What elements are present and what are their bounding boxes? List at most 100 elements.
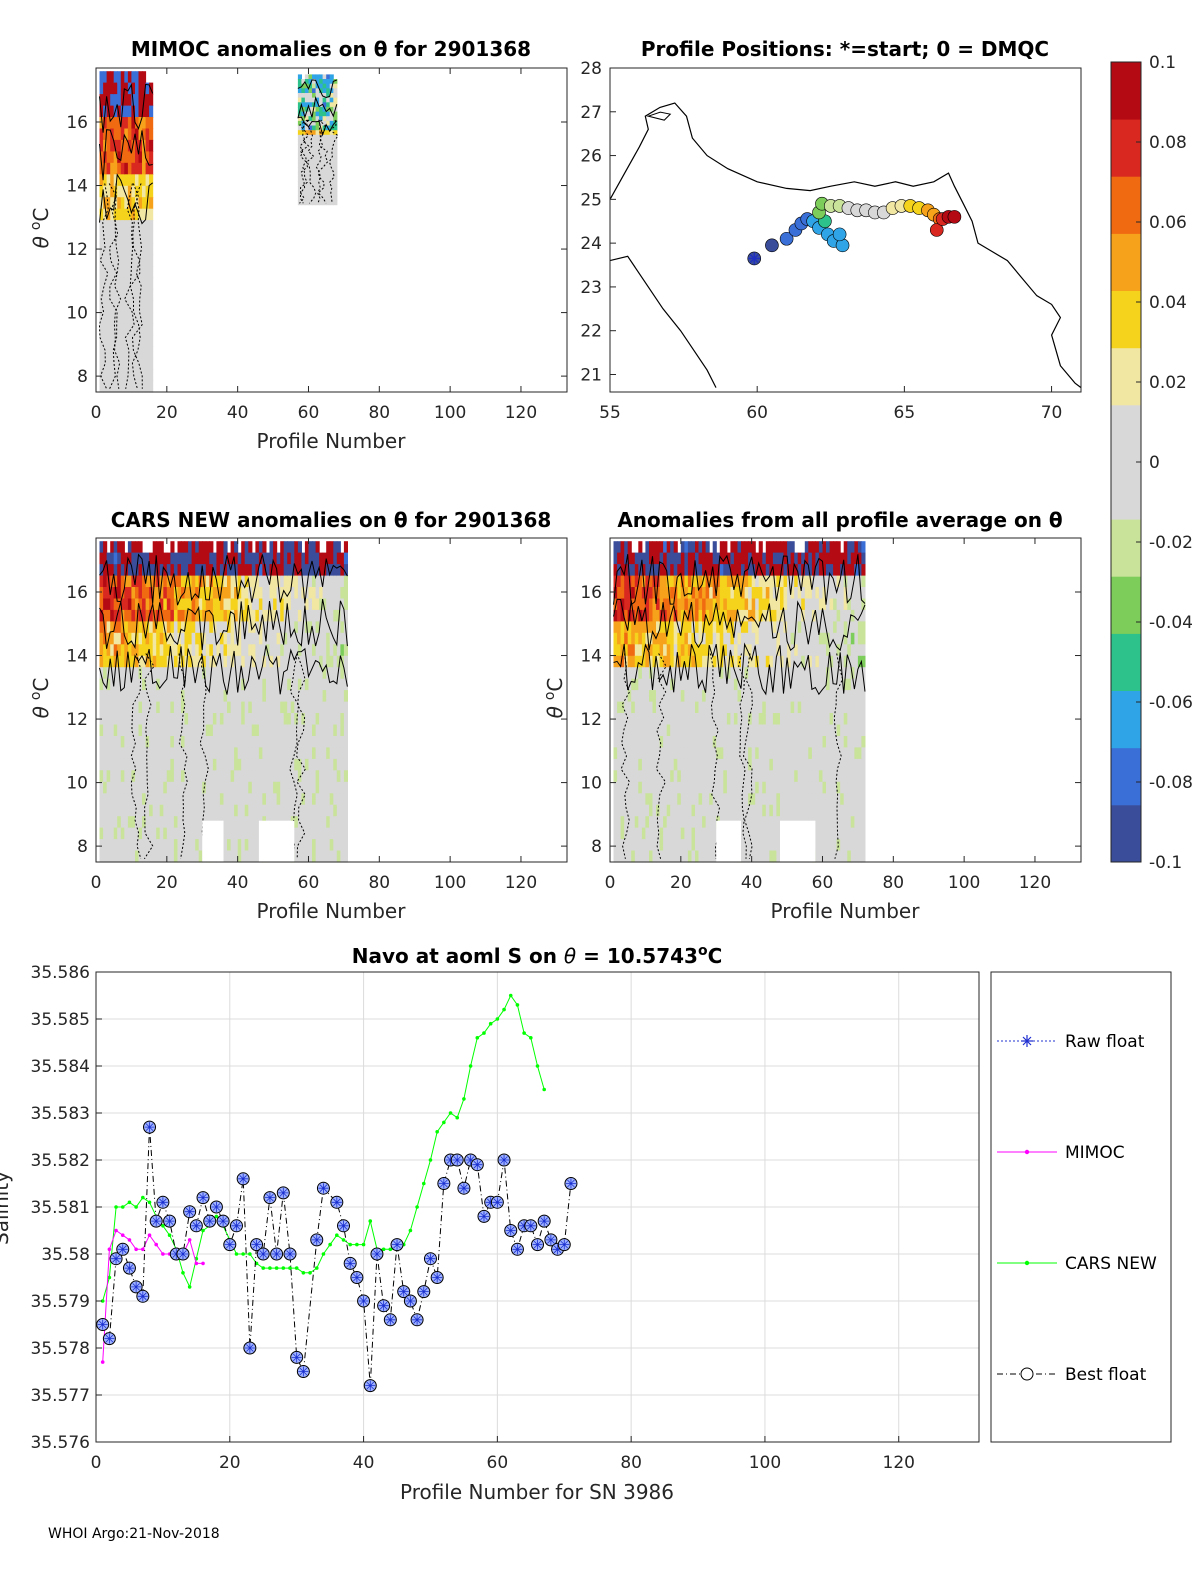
mimoc-cell <box>113 254 118 267</box>
mimoc-cell <box>329 181 334 187</box>
allavg-cell <box>733 724 738 737</box>
allavg-cell <box>712 690 717 703</box>
mimoc-cell <box>103 162 108 175</box>
allavg-cell <box>634 713 639 726</box>
cars-cell <box>227 713 232 726</box>
cars-cell <box>138 621 143 634</box>
cars-cell <box>283 667 288 680</box>
allavg-cell <box>645 839 650 852</box>
mimoc-cell <box>138 334 143 347</box>
allavg-cell <box>666 850 671 863</box>
cars-cell <box>255 621 260 634</box>
cars-cell <box>234 701 239 714</box>
mimoc-cell <box>329 116 334 122</box>
allavg-cell <box>797 598 802 611</box>
cars-cell <box>131 632 136 645</box>
allavg-cell <box>673 701 678 714</box>
allavg-cell <box>638 816 643 829</box>
allavg-cell <box>843 724 848 737</box>
mimoc-cell <box>110 346 115 359</box>
allavg-cell <box>772 678 777 691</box>
mimoc-xtick-label: 40 <box>227 403 249 423</box>
cars-cell <box>99 804 104 817</box>
cars-cell <box>290 609 295 622</box>
mimoc-cell <box>326 74 331 80</box>
allavg-cell <box>712 632 717 645</box>
allavg-cell <box>847 827 852 840</box>
allavg-cell <box>666 690 671 703</box>
mimoc-cell <box>113 346 118 359</box>
mimoc-cell <box>106 94 111 107</box>
mimoc-contour-line <box>99 83 154 133</box>
mimoc-cell <box>326 93 331 99</box>
allavg-cell <box>790 632 795 645</box>
mimoc-cell <box>326 158 331 164</box>
series-point-cars-new <box>274 1266 279 1270</box>
allavg-cell <box>680 541 685 554</box>
allavg-cell <box>811 552 816 565</box>
cars-cell <box>170 827 175 840</box>
allavg-cell <box>755 793 760 806</box>
mimoc-cell <box>117 94 122 107</box>
allavg-cell <box>638 541 643 554</box>
cars-cell <box>230 758 235 771</box>
cars-cell <box>230 632 235 645</box>
cars-cell <box>269 804 274 817</box>
cars-cell <box>177 632 182 645</box>
allavg-cell <box>769 827 774 840</box>
cars-cell <box>205 793 210 806</box>
mimoc-cell <box>110 323 115 336</box>
cars-cell <box>124 770 129 783</box>
cars-cell <box>234 552 239 565</box>
cars-cell <box>304 839 309 852</box>
cars-cell <box>103 770 108 783</box>
allavg-cell <box>709 827 714 840</box>
cars-cell <box>308 552 313 565</box>
cars-cell <box>343 713 348 726</box>
cars-cell <box>198 667 203 680</box>
cars-cell <box>163 816 168 829</box>
allavg-xlabel: Profile Number <box>771 899 921 923</box>
mimoc-cell <box>326 162 331 168</box>
cars-cell <box>127 575 132 588</box>
allavg-cell <box>840 758 845 771</box>
cars-cell <box>262 781 267 794</box>
mimoc-cell <box>120 323 125 336</box>
cars-cell <box>127 632 132 645</box>
allavg-cell <box>847 839 852 852</box>
allavg-cell <box>811 770 816 783</box>
colorbar-segment <box>1111 119 1141 177</box>
mimoc-cell <box>149 105 154 118</box>
allavg-cell <box>663 667 668 680</box>
cars-cell <box>326 713 331 726</box>
allavg-cell <box>811 587 816 600</box>
cars-cell <box>205 690 210 703</box>
cars-cell <box>340 564 345 577</box>
allavg-cell <box>857 587 862 600</box>
cars-cell <box>117 587 122 600</box>
allavg-cell <box>659 690 664 703</box>
cars-cell <box>219 736 224 749</box>
start-star-marker <box>748 252 761 265</box>
allavg-cell <box>776 667 781 680</box>
cars-cell <box>251 564 256 577</box>
allavg-cell <box>617 655 622 668</box>
mimoc-cell <box>124 266 129 279</box>
cars-cell <box>120 758 125 771</box>
allavg-cell <box>656 644 661 657</box>
allavg-cell <box>815 713 820 726</box>
cars-cell <box>326 758 331 771</box>
cars-cell <box>106 736 111 749</box>
mimoc-cell <box>333 195 338 201</box>
allavg-cell <box>843 541 848 554</box>
allavg-cell <box>677 678 682 691</box>
allavg-cell <box>673 690 678 703</box>
allavg-cell <box>822 816 827 829</box>
cars-cell <box>248 816 253 829</box>
mimoc-cell <box>110 231 115 244</box>
mimoc-cell <box>106 220 111 233</box>
allavg-cell <box>659 747 664 760</box>
allavg-cell <box>847 552 852 565</box>
cars-cell <box>117 541 122 554</box>
mimoc-cell <box>322 181 327 187</box>
